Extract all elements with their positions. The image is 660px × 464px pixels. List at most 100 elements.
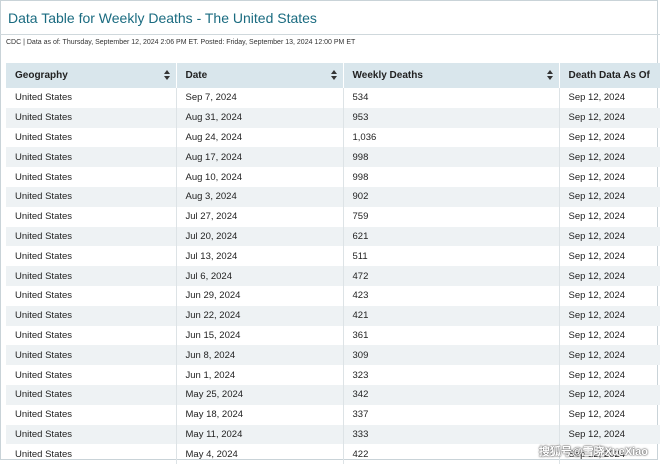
cell-geography: United States bbox=[6, 186, 177, 207]
cell-death-data-as-of: Sep 12, 2024 bbox=[568, 230, 626, 242]
table-row: United States Jun 29, 2024 423 Sep 12, 2024 bbox=[6, 285, 660, 306]
cell-death-data-as-of: Sep 12, 2024 bbox=[568, 389, 626, 401]
cell-death-data-as-of: Sep 12, 2024 bbox=[568, 131, 626, 143]
cell-weekly-deaths: 953 bbox=[343, 107, 560, 128]
column-header-label: Death Data As Of bbox=[568, 70, 650, 81]
table-row: United States Aug 10, 2024 998 Sep 12, 2024 bbox=[6, 167, 660, 187]
column-header-label: Weekly Deaths bbox=[352, 70, 423, 81]
table-row: United States Jul 27, 2024 759 Sep 12, 2024 bbox=[6, 206, 660, 227]
cell-date: Aug 31, 2024 bbox=[176, 107, 344, 128]
cell-date: May 25, 2024 bbox=[176, 384, 344, 405]
cell-geography: United States bbox=[6, 147, 177, 168]
cell-date: Jun 15, 2024 bbox=[176, 325, 344, 346]
cell-date: Jul 27, 2024 bbox=[176, 206, 344, 227]
sort-icon[interactable] bbox=[163, 70, 170, 81]
cell-weekly-deaths: 902 bbox=[343, 186, 560, 207]
table-row: United States Jun 22, 2024 421 Sep 12, 2024 bbox=[6, 305, 660, 326]
data-source-meta: CDC | Data as of: Thursday, September 12… bbox=[6, 39, 356, 46]
column-header-label: Geography bbox=[15, 70, 68, 81]
table-row: United States Aug 24, 2024 1,036 Sep 12, 20… bbox=[6, 127, 660, 148]
cell-date: Sep 7, 2024 bbox=[176, 88, 344, 108]
table-row: United States Jun 15, 2024 361 Sep 12, 2024 bbox=[6, 325, 660, 346]
title-bar: Data Table for Weekly Deaths - The Unite… bbox=[0, 0, 660, 35]
table-row: United States Jun 8, 2024 309 Sep 12, 2024 bbox=[6, 345, 660, 366]
table-row: United States May 25, 2024 342 Sep 12, 2024 bbox=[6, 384, 660, 405]
cell-death-data-as-of: Sep 12, 2024 bbox=[568, 92, 626, 104]
cell-date: Jun 29, 2024 bbox=[176, 285, 344, 306]
column-header-weekly-deaths[interactable]: Weekly Deaths bbox=[343, 63, 560, 88]
cell-geography: United States bbox=[6, 345, 177, 366]
cell-date: May 4, 2024 bbox=[176, 444, 344, 464]
cell-weekly-deaths: 534 bbox=[343, 88, 560, 108]
cell-weekly-deaths: 422 bbox=[343, 444, 560, 464]
cell-date: Aug 17, 2024 bbox=[176, 147, 344, 168]
cell-geography: United States bbox=[6, 444, 177, 464]
cell-weekly-deaths: 759 bbox=[343, 206, 560, 227]
cell-geography: United States bbox=[6, 88, 177, 108]
cell-geography: United States bbox=[6, 226, 177, 247]
cell-geography: United States bbox=[6, 384, 177, 405]
cell-death-data-as-of: Sep 12, 2024 bbox=[568, 290, 626, 302]
cell-geography: United States bbox=[6, 424, 177, 445]
cell-date: Aug 10, 2024 bbox=[176, 167, 344, 187]
page-title: Data Table for Weekly Deaths - The Unite… bbox=[8, 10, 317, 26]
cell-weekly-deaths: 361 bbox=[343, 325, 560, 346]
cell-geography: United States bbox=[6, 404, 177, 425]
cell-death-data-as-of: Sep 12, 2024 bbox=[568, 112, 626, 124]
watermark: 搜狐号@雪晓XueXiao bbox=[538, 446, 648, 458]
cell-weekly-deaths: 423 bbox=[343, 285, 560, 306]
cell-geography: United States bbox=[6, 305, 177, 326]
cell-date: Jul 13, 2024 bbox=[176, 246, 344, 267]
cell-death-data-as-of: Sep 12, 2024 bbox=[568, 349, 626, 361]
cell-death-data-as-of: Sep 12, 2024 bbox=[568, 409, 626, 421]
cell-date: Jun 1, 2024 bbox=[176, 365, 344, 385]
cell-death-data-as-of: Sep 12, 2024 bbox=[568, 369, 626, 381]
cell-geography: United States bbox=[6, 325, 177, 346]
cell-geography: United States bbox=[6, 167, 177, 187]
cell-date: May 11, 2024 bbox=[176, 424, 344, 445]
table-row: United States Jun 1, 2024 323 Sep 12, 2024 bbox=[6, 365, 660, 385]
column-header-geography[interactable]: Geography bbox=[6, 63, 177, 88]
cell-weekly-deaths: 511 bbox=[343, 246, 560, 267]
sort-icon[interactable] bbox=[546, 70, 553, 81]
table-row: United States May 11, 2024 333 Sep 12, 2024 bbox=[6, 424, 660, 445]
column-header-label: Date bbox=[185, 70, 208, 81]
cell-weekly-deaths: 998 bbox=[343, 147, 560, 168]
table-header-row: Geography Date Weekly Deaths Death Data … bbox=[6, 63, 660, 88]
cell-geography: United States bbox=[6, 127, 177, 148]
cell-date: Aug 24, 2024 bbox=[176, 127, 344, 148]
cell-death-data-as-of: Sep 12, 2024 bbox=[568, 250, 626, 262]
cell-death-data-as-of: Sep 12, 2024 bbox=[568, 329, 626, 341]
weekly-deaths-table: Geography Date Weekly Deaths Death Data … bbox=[6, 63, 660, 464]
cell-death-data-as-of: Sep 12, 2024 bbox=[568, 191, 626, 203]
cell-geography: United States bbox=[6, 246, 177, 267]
cell-weekly-deaths: 323 bbox=[343, 365, 560, 385]
cell-death-data-as-of: Sep 12, 2024 bbox=[568, 171, 626, 183]
table-row: United States Aug 31, 2024 953 Sep 12, 2024 bbox=[6, 107, 660, 128]
cell-weekly-deaths: 998 bbox=[343, 167, 560, 187]
cell-date: Jul 6, 2024 bbox=[176, 266, 344, 286]
cell-weekly-deaths: 472 bbox=[343, 266, 560, 286]
cell-weekly-deaths: 621 bbox=[343, 226, 560, 247]
table-row: United States May 4, 2024 422 Sep 12, 2024 bbox=[6, 444, 660, 464]
cell-date: May 18, 2024 bbox=[176, 404, 344, 425]
table-row: United States Aug 3, 2024 902 Sep 12, 2024 bbox=[6, 186, 660, 207]
cell-death-data-as-of: Sep 12, 2024 bbox=[568, 448, 626, 460]
column-header-date[interactable]: Date bbox=[176, 63, 344, 88]
cell-weekly-deaths: 342 bbox=[343, 384, 560, 405]
cell-date: Aug 3, 2024 bbox=[176, 186, 344, 207]
cell-date: Jul 20, 2024 bbox=[176, 226, 344, 247]
table-row: United States Jul 13, 2024 511 Sep 12, 2024 bbox=[6, 246, 660, 267]
cell-death-data-as-of: Sep 12, 2024 bbox=[568, 270, 626, 282]
cell-geography: United States bbox=[6, 206, 177, 227]
cell-death-data-as-of: Sep 12, 2024 bbox=[568, 310, 626, 322]
table-row: United States Jul 20, 2024 621 Sep 12, 2024 bbox=[6, 226, 660, 247]
cell-date: Jun 8, 2024 bbox=[176, 345, 344, 366]
cell-death-data-as-of: Sep 12, 2024 bbox=[568, 151, 626, 163]
sort-icon[interactable] bbox=[330, 70, 337, 81]
table-body: United States Sep 7, 2024 534 Sep 12, 2024 U… bbox=[6, 88, 660, 464]
cell-weekly-deaths: 337 bbox=[343, 404, 560, 425]
cell-weekly-deaths: 1,036 bbox=[343, 127, 560, 148]
column-header-death-data-as-of[interactable]: Death Data As Of bbox=[559, 63, 660, 88]
cell-geography: United States bbox=[6, 365, 177, 385]
